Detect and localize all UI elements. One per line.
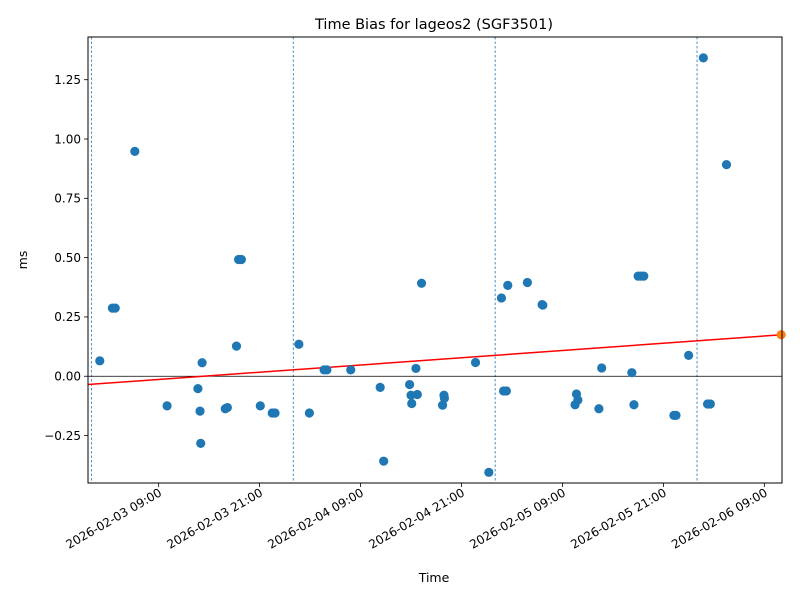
data-point xyxy=(538,300,548,310)
y-tick-label: 1.25 xyxy=(54,73,81,87)
data-point xyxy=(304,408,314,418)
chart-title: Time Bias for lageos2 (SGF3501) xyxy=(314,17,553,33)
data-point xyxy=(721,160,732,170)
data-point xyxy=(236,254,246,265)
data-point xyxy=(346,365,356,375)
data-point xyxy=(627,368,637,378)
plot-frame xyxy=(87,36,783,484)
y-tick-label: −0.25 xyxy=(44,429,81,443)
data-point xyxy=(270,408,280,418)
data-point xyxy=(294,339,304,349)
data-point xyxy=(195,406,205,416)
y-tick-label: 0.25 xyxy=(54,310,81,324)
data-point xyxy=(322,365,332,375)
data-point xyxy=(496,293,507,303)
data-point xyxy=(416,278,427,288)
data-point xyxy=(705,399,715,409)
data-point xyxy=(193,383,203,394)
data-point xyxy=(375,382,385,392)
latest-data-point xyxy=(776,330,786,340)
data-point xyxy=(439,393,449,403)
data-point xyxy=(130,146,140,156)
trend-line xyxy=(87,333,783,386)
data-point xyxy=(594,404,604,414)
data-point xyxy=(196,438,206,448)
data-point xyxy=(522,277,532,288)
y-tick-label: 0.50 xyxy=(54,251,81,265)
data-point xyxy=(412,389,422,400)
data-point xyxy=(573,395,583,405)
data-point xyxy=(407,398,417,409)
data-point xyxy=(437,400,448,410)
y-tick-label: 0.75 xyxy=(54,192,81,206)
data-point xyxy=(162,401,172,411)
data-point xyxy=(411,363,421,374)
data-point xyxy=(671,410,681,420)
data-point xyxy=(501,386,511,396)
data-point xyxy=(110,303,120,313)
y-tick-label: 1.00 xyxy=(54,132,81,146)
data-point xyxy=(629,400,639,410)
data-point xyxy=(231,341,242,351)
data-point xyxy=(95,356,105,366)
y-axis-label: ms xyxy=(15,251,30,270)
data-point xyxy=(405,379,415,390)
data-point xyxy=(597,363,607,373)
data-point xyxy=(698,53,708,63)
data-point xyxy=(503,280,513,290)
data-point xyxy=(255,401,265,411)
data-point xyxy=(379,456,389,466)
data-point xyxy=(484,467,494,477)
data-point xyxy=(197,358,207,368)
y-tick-label: 0.00 xyxy=(54,370,81,384)
x-axis-label: Time xyxy=(418,570,450,585)
data-point xyxy=(222,402,232,413)
data-point xyxy=(684,350,694,360)
data-point xyxy=(470,357,481,368)
data-point xyxy=(639,271,649,281)
